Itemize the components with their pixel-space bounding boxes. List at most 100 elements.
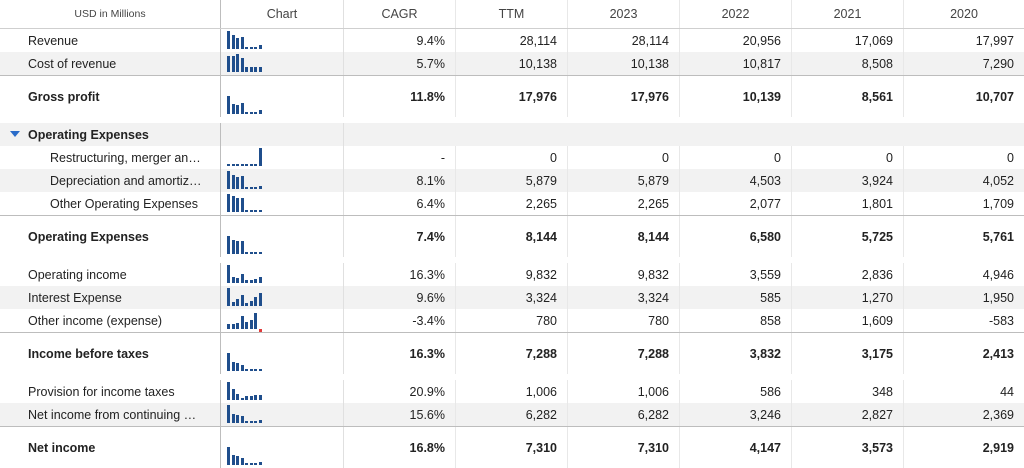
sparkline-chart[interactable] [220, 286, 344, 309]
sparkline-chart[interactable] [220, 192, 344, 215]
year-2020-header[interactable]: 2020 [950, 7, 978, 21]
value-2022: 858 [680, 309, 792, 332]
sparkline-bar [240, 274, 244, 283]
sparkline-chart[interactable] [220, 309, 344, 332]
section-header-operating-expenses[interactable]: Operating Expenses [0, 123, 1024, 146]
value-2020: 2,369 [982, 407, 1014, 422]
table-row-depreciation[interactable]: Depreciation and amortiz… 8.1% 5,879 5,8… [0, 169, 1024, 192]
value-2023: 780 [568, 309, 680, 332]
value-2021: 348 [792, 380, 904, 403]
sparkline [227, 171, 263, 189]
row-label: Gross profit [28, 89, 100, 104]
sparkline-bar [227, 288, 230, 306]
ttm-value: 3,324 [456, 286, 568, 309]
sparkline-chart[interactable] [220, 263, 344, 286]
value-2022: 10,817 [680, 52, 792, 75]
value-2020: 10,707 [975, 89, 1014, 104]
sparkline-chart[interactable] [220, 380, 344, 403]
sparkline-bar [227, 382, 230, 400]
sparkline-chart-empty [220, 123, 344, 146]
sparkline-chart[interactable] [220, 169, 344, 192]
table-row-interest-expense[interactable]: Interest Expense 9.6% 3,324 3,324 585 1,… [0, 286, 1024, 309]
table-row-other-operating-expenses[interactable]: Other Operating Expenses 6.4% 2,265 2,26… [0, 192, 1024, 215]
sparkline-bar [254, 252, 257, 254]
ttm-value: 17,976 [456, 76, 568, 117]
sparkline-bar [240, 295, 244, 306]
row-label: Provision for income taxes [28, 384, 175, 399]
value-2022: 3,832 [680, 333, 792, 374]
value-2023: 8,144 [568, 216, 680, 257]
value-2021: 1,801 [792, 192, 904, 215]
table-row-cost-of-revenue[interactable]: Cost of revenue 5.7% 10,138 10,138 10,81… [0, 52, 1024, 75]
sparkline-bar [249, 252, 253, 254]
year-2022-header[interactable]: 2022 [680, 0, 792, 28]
sparkline [227, 382, 263, 400]
ttm-value: 7,310 [456, 427, 568, 468]
sparkline-chart[interactable] [220, 333, 344, 374]
value-2023: 10,138 [568, 52, 680, 75]
sparkline-bar [258, 186, 262, 189]
value-2021: 8,561 [792, 76, 904, 117]
sparkline-bar [227, 194, 230, 212]
chart-header[interactable]: Chart [220, 0, 344, 28]
value-2020: 1,950 [982, 290, 1014, 305]
value-2021: 3,573 [792, 427, 904, 468]
sparkline-bar [236, 394, 239, 400]
sparkline-bar [258, 110, 262, 114]
ttm-value: 5,879 [456, 169, 568, 192]
sparkline-bar [231, 56, 235, 72]
sparkline-chart[interactable] [220, 52, 344, 75]
sparkline-bar [249, 280, 253, 283]
value-2020: 17,997 [975, 33, 1014, 48]
table-row-restructuring[interactable]: Restructuring, merger an… - 0 0 0 0 0 [0, 146, 1024, 169]
table-row-gross-profit[interactable]: Gross profit 11.8% 17,976 17,976 10,139 … [0, 75, 1024, 117]
value-2022: 2,077 [680, 192, 792, 215]
sparkline-bar [245, 47, 248, 49]
table-row-income-before-taxes[interactable]: Income before taxes 16.3% 7,288 7,288 3,… [0, 332, 1024, 374]
row-label: Operating income [28, 267, 127, 282]
sparkline-bar [254, 421, 257, 423]
table-row-operating-income[interactable]: Operating income 16.3% 9,832 9,832 3,559… [0, 263, 1024, 286]
collapse-triangle-icon[interactable] [10, 131, 20, 137]
table-row-net-income-continuing[interactable]: Net income from continuing … 15.6% 6,282… [0, 403, 1024, 426]
table-row-other-income[interactable]: Other income (expense) -3.4% 780 780 858… [0, 309, 1024, 332]
table-row-provision-income-taxes[interactable]: Provision for income taxes 20.9% 1,006 1… [0, 380, 1024, 403]
sparkline-chart[interactable] [220, 76, 344, 117]
table-row-operating-expenses-total[interactable]: Operating Expenses 7.4% 8,144 8,144 6,58… [0, 215, 1024, 257]
sparkline [227, 148, 263, 166]
sparkline-bar [231, 302, 235, 306]
year-2023-header[interactable]: 2023 [568, 0, 680, 28]
table-row-net-income[interactable]: Net income 16.8% 7,310 7,310 4,147 3,573… [0, 426, 1024, 468]
year-2021-header[interactable]: 2021 [792, 0, 904, 28]
sparkline [227, 447, 263, 465]
value-2023: 7,288 [568, 333, 680, 374]
ttm-header[interactable]: TTM [456, 0, 568, 28]
sparkline-bar [240, 176, 244, 189]
ttm-value: 1,006 [456, 380, 568, 403]
sparkline-bar [258, 210, 262, 212]
value-2020: 5,761 [982, 229, 1014, 244]
value-2021: 3,175 [792, 333, 904, 374]
sparkline-bar [227, 236, 230, 254]
sparkline-bar [231, 277, 235, 283]
cagr-header[interactable]: CAGR [344, 0, 456, 28]
table-row-revenue[interactable]: Revenue 9.4% 28,114 28,114 20,956 17,069… [0, 29, 1024, 52]
value-2022: 3,246 [680, 403, 792, 426]
row-label: Operating Expenses [28, 229, 149, 244]
ttm-value: 7,288 [456, 333, 568, 374]
sparkline-bar [249, 301, 253, 306]
sparkline-bar [249, 164, 253, 166]
sparkline-bar [240, 241, 244, 254]
units-header: USD in Millions [74, 8, 146, 20]
sparkline-bar [254, 47, 257, 49]
sparkline-chart[interactable] [220, 427, 344, 468]
sparkline-chart[interactable] [220, 29, 344, 52]
sparkline-chart[interactable] [220, 216, 344, 257]
sparkline-chart[interactable] [220, 403, 344, 426]
row-label: Restructuring, merger an… [50, 150, 201, 165]
value-2023: 9,832 [568, 263, 680, 286]
sparkline-bar [258, 369, 262, 371]
sparkline-bar [254, 112, 257, 114]
sparkline-bar [245, 369, 248, 371]
sparkline-chart[interactable] [220, 146, 344, 169]
